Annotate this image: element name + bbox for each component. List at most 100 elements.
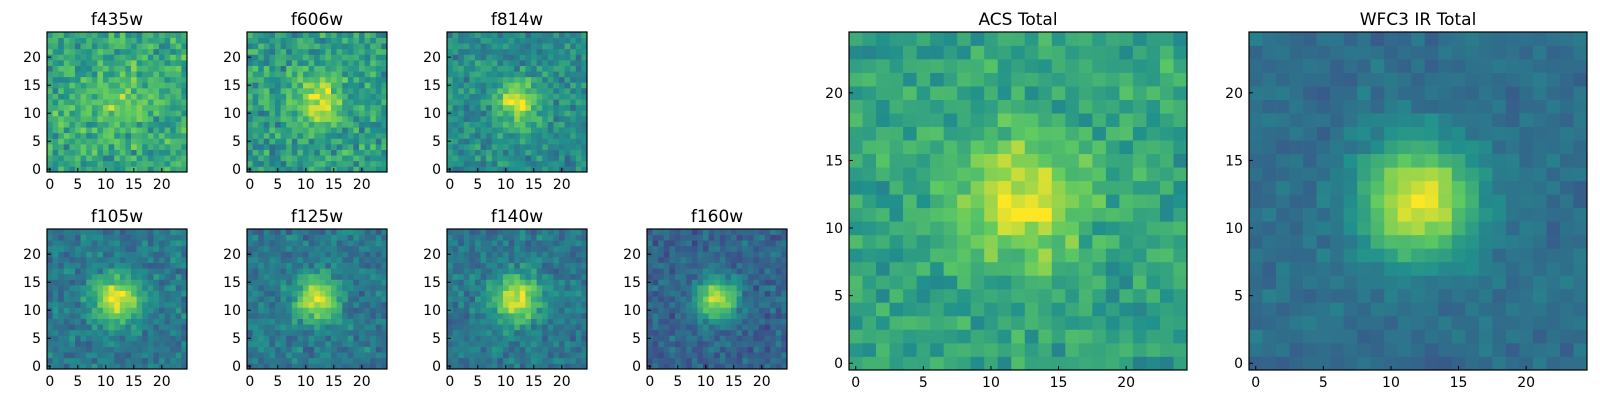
heatmap-cell [125,313,132,319]
heatmap-cell [375,88,382,94]
heatmap-cells [47,32,188,173]
heatmap-cell [170,234,177,241]
heatmap-cell [508,43,515,50]
heatmap-cell [314,121,321,128]
heatmap-cell [957,140,972,155]
heatmap-cell [342,60,349,66]
heatmap-cell [497,318,504,325]
heatmap-cell [686,313,693,319]
heatmap-cell [97,313,104,319]
heatmap-cell [514,279,521,286]
heatmap-cell [153,285,160,291]
heatmap-cell [353,229,360,235]
heatmap-cell [108,285,115,291]
heatmap-cell [519,149,526,156]
heatmap-cell [943,248,958,263]
heatmap-cell [63,290,70,297]
heatmap-cell [559,32,565,38]
heatmap-cell [381,234,388,241]
heatmap-cell [458,37,465,44]
heatmap-cell [553,88,560,94]
heatmap-cell [103,251,109,258]
heatmap-cell [957,234,972,249]
heatmap-cell [497,43,504,50]
heatmap-cell [764,234,771,241]
heatmap-cell [303,121,309,128]
heatmap-cell [303,307,309,314]
heatmap-cell [103,88,109,94]
heatmap-cell [514,121,521,128]
heatmap-cell [742,313,749,319]
heatmap-cell [69,155,76,162]
heatmap-cell [547,32,554,38]
heatmap-cell [491,54,498,61]
heatmap-cell [469,71,476,78]
heatmap-cell [131,318,137,325]
heatmap-cell [486,166,493,173]
heatmap-cell [1078,167,1093,182]
heatmap-cell [497,88,504,94]
heatmap-cell [181,144,188,150]
heatmap-cell [525,346,532,353]
heatmap-cell [559,301,565,308]
heatmap-cell [303,93,309,100]
heatmap-cell [291,341,298,347]
heatmap-cell [542,54,549,61]
heatmap-cell [553,82,560,89]
heatmap-cell [347,240,354,247]
heatmap-cell [680,301,687,308]
heatmap-cell [331,262,337,269]
heatmap-cell [258,65,265,72]
heatmap-cell [170,301,177,308]
heatmap-cell [1038,302,1053,317]
heatmap-cell [147,88,154,94]
heatmap-cell [314,93,321,100]
heatmap-cell [570,279,577,286]
heatmap-cell [181,116,188,122]
heatmap-cell [770,234,777,241]
heatmap-cell [1119,275,1134,290]
heatmap-cell [375,262,382,269]
heatmap-cell [708,296,715,303]
heatmap-cell [508,240,515,247]
heatmap-cell [491,279,498,286]
heatmap-cell [375,110,382,117]
heatmap-cell [916,194,931,209]
heatmap-cell [519,279,526,286]
heatmap-cell [708,285,715,291]
heatmap-cell [876,153,890,168]
heatmap-cell [331,313,337,319]
heatmap-cell [103,313,109,319]
y-tick-label: 20 [23,50,41,66]
heatmap-cell [164,32,171,38]
heatmap-cell [170,88,177,94]
heatmap-cell [108,144,115,150]
heatmap-cell [280,234,287,241]
heatmap-cell [458,144,465,150]
heatmap-cell [697,318,704,325]
heatmap-cell [275,116,281,122]
heatmap-cell [686,318,693,325]
heatmap-cell [514,234,521,241]
y-tick-label: 0 [432,359,441,375]
heatmap-cell [519,363,526,370]
heatmap-cell [486,240,493,247]
heatmap-cell [308,352,315,359]
heatmap-cell [463,160,470,167]
heatmap-cell [669,307,676,314]
heatmap-cell [336,82,343,89]
heatmap-cell [570,296,577,303]
heatmap-cell [347,279,354,286]
heatmap-cell [514,257,521,263]
heatmap-cell [331,346,337,353]
heatmap-cell [475,110,481,117]
heatmap-cell [703,313,709,319]
heatmap-cell [531,54,537,61]
heatmap-cell [86,357,93,364]
heatmap-cell [263,262,270,269]
heatmap-cell [80,307,87,314]
heatmap-cell [275,234,281,241]
heatmap-cell [480,285,487,291]
heatmap-cell [658,285,665,291]
heatmap-cell [375,324,382,331]
